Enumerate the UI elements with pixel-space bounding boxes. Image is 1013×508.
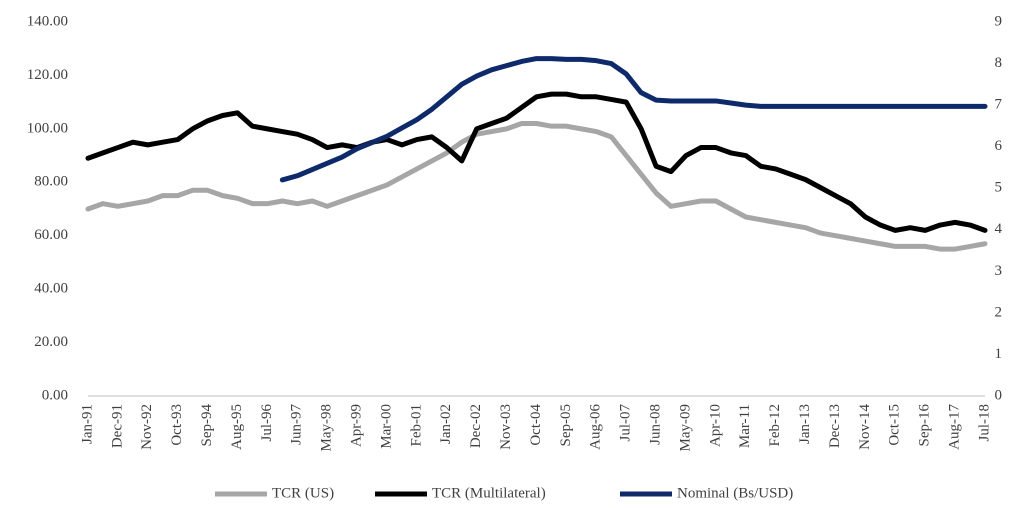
x-tick-label: Feb-01 <box>408 404 424 447</box>
series-line <box>279 56 988 183</box>
x-tick-label: Nov-92 <box>139 404 155 450</box>
x-tick-label: Aug-17 <box>947 404 963 450</box>
y2-tick-label: 1 <box>995 346 1003 362</box>
x-tick-label: Jun-08 <box>648 404 664 445</box>
x-tick-label: Apr-10 <box>707 404 723 447</box>
x-tick-label: Jul-96 <box>259 404 275 442</box>
x-tick-label: Dec-02 <box>468 404 484 448</box>
y-tick-label: 100.00 <box>27 120 68 136</box>
x-tick-label: Jun-97 <box>289 404 305 445</box>
x-tick-label: Sep-94 <box>199 404 215 447</box>
y2-tick-label: 4 <box>995 221 1003 237</box>
x-tick-label: May-09 <box>677 404 693 452</box>
legend-label: TCR (Multilateral) <box>432 485 546 501</box>
series-line <box>85 91 988 233</box>
y2-tick-label: 0 <box>995 387 1003 403</box>
y-tick-label: 80.00 <box>34 174 68 190</box>
x-tick-label: Dec-91 <box>109 404 125 448</box>
y-tick-label: 140.00 <box>27 13 68 29</box>
x-tick-label: Mar-00 <box>378 404 394 449</box>
x-tick-label: Feb-12 <box>767 404 783 447</box>
x-tick-label: Oct-15 <box>887 404 903 446</box>
y-tick-label: 0.00 <box>42 387 68 403</box>
x-tick-label: Sep-05 <box>558 404 574 447</box>
series-line <box>85 121 988 252</box>
x-tick-label: Aug-95 <box>229 404 245 450</box>
y-tick-label: 120.00 <box>27 67 68 83</box>
x-tick-label: May-98 <box>319 404 335 452</box>
x-tick-label: Aug-06 <box>588 404 604 450</box>
y2-tick-label: 5 <box>995 180 1003 196</box>
x-tick-label: Dec-13 <box>827 404 843 448</box>
legend-label: Nominal (Bs/USD) <box>677 485 793 501</box>
x-tick-label: Jan-13 <box>797 404 813 444</box>
y-tick-label: 60.00 <box>34 227 68 243</box>
y-tick-label: 40.00 <box>34 281 68 297</box>
x-tick-label: Jul-18 <box>976 404 992 442</box>
y2-tick-label: 7 <box>995 97 1003 113</box>
y2-tick-label: 2 <box>995 304 1003 320</box>
x-tick-label: Apr-99 <box>349 404 365 447</box>
x-tick-label: Sep-16 <box>917 404 933 447</box>
x-tick-label: Mar-11 <box>737 404 753 448</box>
x-tick-label: Jan-02 <box>438 404 454 444</box>
y2-tick-label: 8 <box>995 55 1003 71</box>
x-tick-label: Oct-93 <box>169 404 185 446</box>
y-tick-label: 20.00 <box>34 334 68 350</box>
x-tick-label: Nov-03 <box>498 404 514 450</box>
y2-tick-label: 6 <box>995 138 1003 154</box>
legend-label: TCR (US) <box>272 485 334 501</box>
y2-tick-label: 3 <box>995 263 1003 279</box>
x-tick-label: Jan-91 <box>79 404 95 444</box>
x-tick-label: Oct-04 <box>528 404 544 446</box>
x-tick-label: Jul-07 <box>618 404 634 442</box>
y2-tick-label: 9 <box>995 13 1003 29</box>
x-tick-label: Nov-14 <box>857 404 873 450</box>
